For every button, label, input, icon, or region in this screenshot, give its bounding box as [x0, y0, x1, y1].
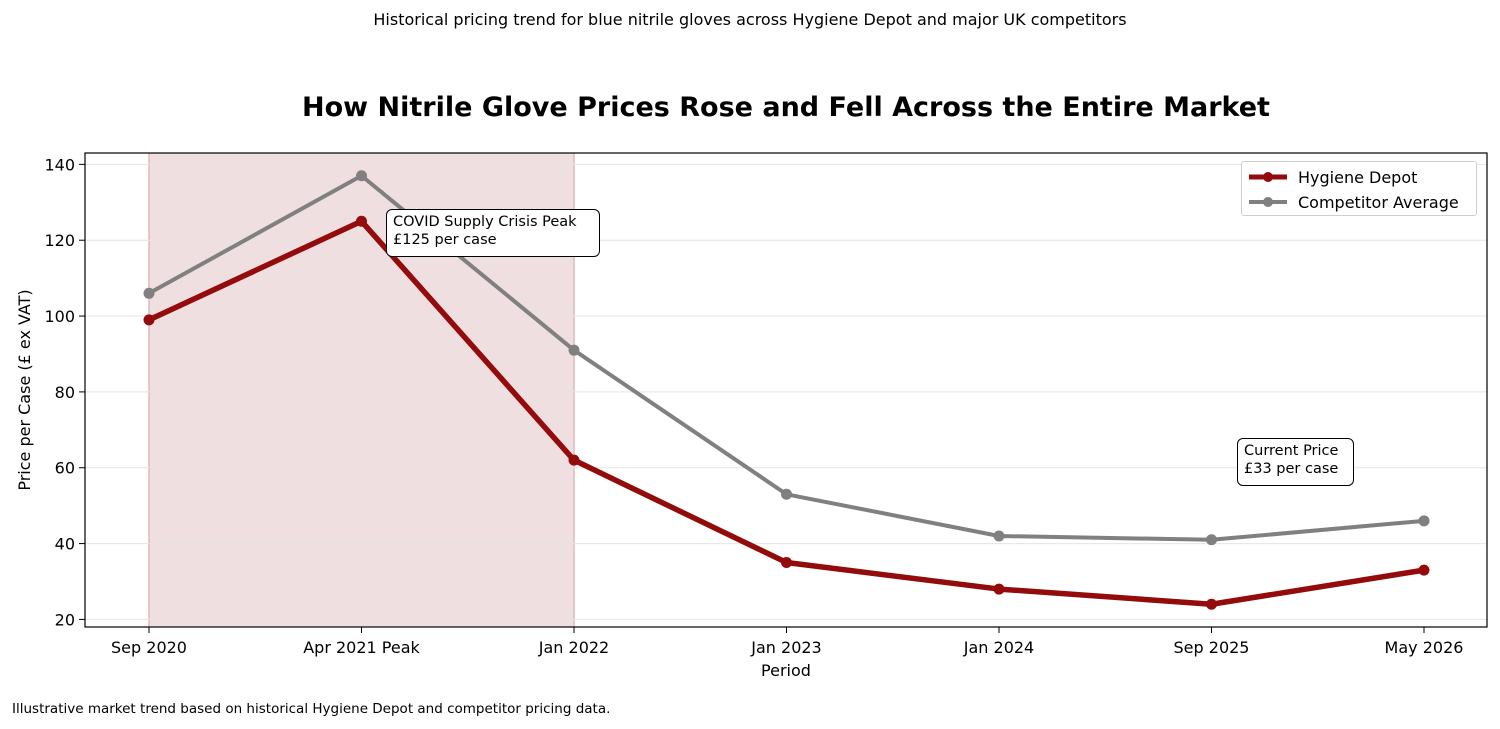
y-tick-label: 20 [55, 610, 75, 629]
legend-item-competitor-average: Competitor Average [1248, 190, 1459, 214]
y-tick-label: 120 [44, 231, 75, 250]
data-point-hygiene-depot [568, 454, 580, 466]
annotation-covid-peak-line1: COVID Supply Crisis Peak [393, 214, 577, 230]
annotation-current-price: Current Price £33 per case [1237, 438, 1354, 486]
legend-swatch-hygiene-depot [1249, 172, 1287, 182]
x-tick-label: Jan 2022 [538, 638, 609, 657]
y-axis-title: Price per Case (£ ex VAT) [15, 289, 34, 490]
data-point-competitor-average [143, 287, 155, 299]
data-point-competitor-average [781, 488, 792, 500]
annotation-covid-peak: COVID Supply Crisis Peak £125 per case [386, 209, 600, 257]
x-tick-label: Sep 2020 [111, 638, 187, 657]
x-tick-label: May 2026 [1385, 638, 1464, 657]
annotation-current-price-line2: £33 per case [1244, 461, 1339, 477]
chart-subtitle: Historical pricing trend for blue nitril… [373, 10, 1127, 29]
legend-label-hygiene-depot: Hygiene Depot [1298, 167, 1418, 187]
data-point-competitor-average [993, 530, 1005, 542]
legend-label-competitor-average: Competitor Average [1298, 192, 1459, 212]
legend-item-hygiene-depot: Hygiene Depot [1248, 165, 1417, 189]
annotation-covid-peak-line2: £125 per case [393, 232, 497, 248]
plot-frame [84, 152, 1488, 628]
data-point-hygiene-depot [781, 557, 792, 569]
data-point-hygiene-depot [356, 215, 367, 227]
data-point-hygiene-depot [143, 314, 155, 326]
data-point-competitor-average [568, 344, 580, 356]
x-tick-label: Sep 2025 [1174, 638, 1250, 657]
data-point-hygiene-depot [993, 583, 1005, 595]
y-tick-label: 80 [55, 383, 75, 402]
data-point-competitor-average [356, 170, 367, 182]
footnote: Illustrative market trend based on histo… [12, 701, 611, 717]
data-point-hygiene-depot [1206, 598, 1217, 610]
chart-title: How Nitrile Glove Prices Rose and Fell A… [302, 92, 1270, 123]
x-tick-label: Apr 2021 Peak [303, 638, 420, 657]
y-tick-label: 140 [44, 155, 75, 174]
chart-legend: Hygiene Depot Competitor Average [1241, 161, 1477, 216]
y-tick-label: 60 [55, 459, 75, 478]
data-point-competitor-average [1206, 534, 1217, 546]
x-tick-label: Jan 2023 [750, 638, 821, 657]
x-axis-title: Period [761, 661, 811, 680]
y-tick-label: 100 [44, 307, 75, 326]
annotation-current-price-line1: Current Price [1244, 443, 1339, 459]
legend-swatch-competitor-average [1249, 197, 1287, 207]
data-point-competitor-average [1418, 515, 1430, 527]
x-tick-label: Jan 2024 [963, 638, 1034, 657]
y-tick-label: 40 [55, 535, 75, 554]
data-point-hygiene-depot [1418, 564, 1430, 576]
